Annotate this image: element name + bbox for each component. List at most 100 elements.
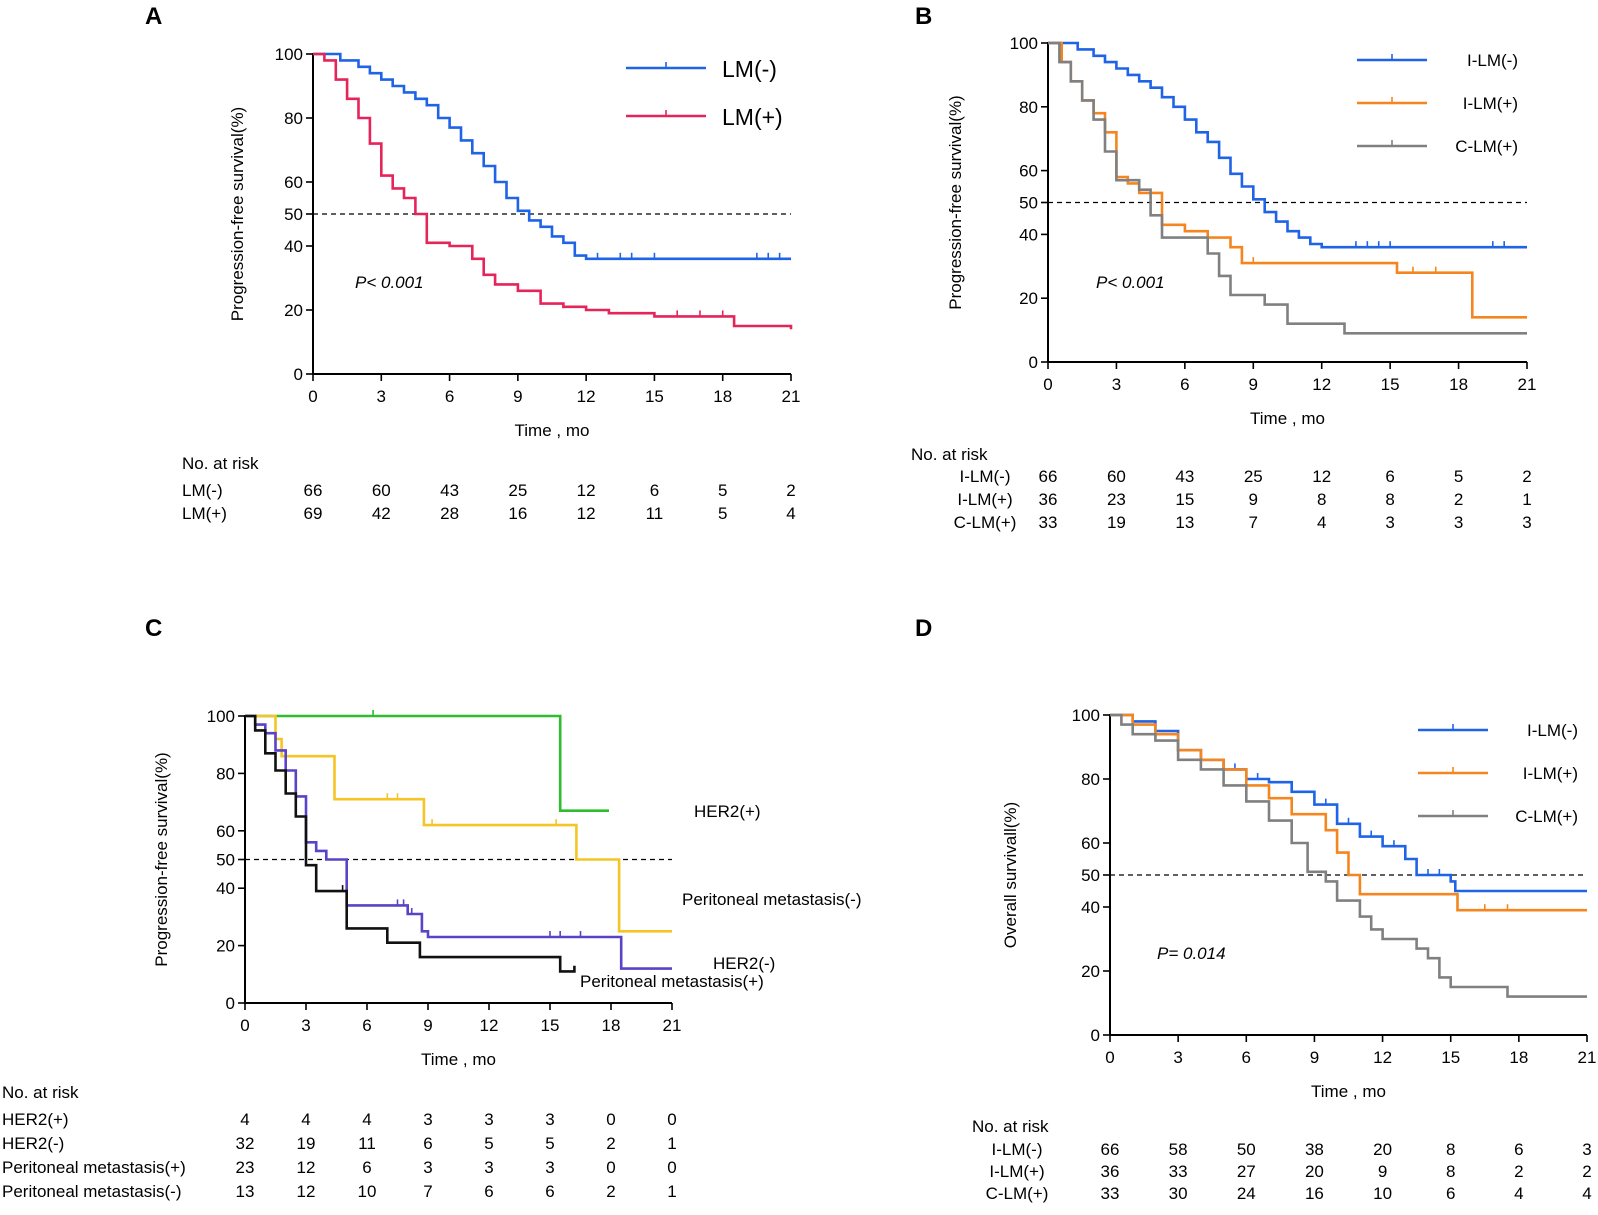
risk-cell: 1 [667,1134,676,1153]
survival-curve-her2 [245,714,672,970]
x-tick-label: 15 [645,387,664,406]
risk-cell: 10 [358,1182,377,1201]
survival-curve-lm [313,52,793,330]
risk-cell: 23 [236,1158,255,1177]
risk-cell: 27 [1237,1162,1256,1181]
risk-cell: 2 [1582,1162,1591,1181]
x-tick-label: 18 [1509,1048,1528,1067]
risk-cell: 13 [1175,513,1194,532]
survival-curve-c-lm [1110,713,1587,998]
risk-cell: 3 [1522,513,1531,532]
risk-cell: 43 [440,481,459,500]
y-tick-label: 40 [1081,898,1100,917]
risk-cell: 11 [646,504,664,523]
risk-cell: 24 [1237,1184,1256,1203]
risk-cell: 33 [1101,1184,1120,1203]
legend-label: C-LM(+) [1515,807,1578,826]
risk-cell: 19 [1107,513,1126,532]
y-tick-label: 50 [216,851,235,870]
risk-cell: 13 [236,1182,255,1201]
risk-cell: 8 [1446,1162,1455,1181]
legend-label: LM(-) [722,56,777,82]
risk-cell: 2 [786,481,795,500]
risk-cell: 4 [786,504,795,523]
y-tick-label: 0 [226,994,235,1013]
legend-label: I-LM(-) [1467,51,1518,70]
y-tick-label: 20 [1019,289,1038,308]
survival-curve-lm [313,52,791,261]
risk-cell: 69 [304,504,323,523]
y-axis-label: Progression-free survival(%) [152,752,171,966]
risk-row-label: HER2(+) [2,1110,69,1129]
risk-cell: 16 [1305,1184,1324,1203]
risk-cell: 4 [301,1110,310,1129]
risk-row-label: I-LM(-) [960,467,1011,486]
risk-cell: 19 [297,1134,316,1153]
risk-table-title: No. at risk [182,454,259,473]
risk-cell: 4 [1514,1184,1523,1203]
x-tick-label: 3 [1112,375,1121,394]
risk-cell: 2 [606,1134,615,1153]
risk-cell: 66 [1039,467,1058,486]
y-tick-label: 100 [275,45,303,64]
risk-cell: 7 [423,1182,432,1201]
survival-curve-i-lm [1110,713,1587,912]
y-tick-label: 50 [1019,194,1038,213]
risk-cell: 33 [1169,1162,1188,1181]
risk-cell: 60 [1107,467,1126,486]
risk-cell: 60 [372,481,391,500]
risk-cell: 50 [1237,1140,1256,1159]
risk-cell: 3 [423,1158,432,1177]
y-tick-label: 0 [1029,353,1038,372]
x-tick-label: 15 [1441,1048,1460,1067]
risk-cell: 6 [423,1134,432,1153]
risk-table-title: No. at risk [911,445,988,464]
x-axis-label: Time , mo [1250,409,1325,428]
y-tick-label: 50 [1081,866,1100,885]
legend-label: C-LM(+) [1455,137,1518,156]
risk-cell: 6 [545,1182,554,1201]
x-tick-label: 15 [1381,375,1400,394]
risk-cell: 5 [718,504,727,523]
x-tick-label: 0 [308,387,317,406]
risk-cell: 12 [1312,467,1331,486]
survival-curve-c-lm [1048,41,1527,335]
risk-cell: 66 [304,481,323,500]
y-tick-label: 50 [284,205,303,224]
risk-cell: 3 [1385,513,1394,532]
y-tick-label: 40 [216,879,235,898]
y-tick-label: 60 [1081,834,1100,853]
panel-letter: A [145,3,162,30]
risk-cell: 4 [1582,1184,1591,1203]
survival-curve-peritoneal-metastasis [245,714,576,973]
legend-label: I-LM(+) [1463,94,1518,113]
risk-cell: 1 [1522,490,1531,509]
risk-cell: 12 [297,1182,316,1201]
risk-cell: 0 [667,1158,676,1177]
risk-row-label: LM(-) [182,481,223,500]
x-tick-label: 6 [1242,1048,1251,1067]
survival-curve-peritoneal-metastasis [245,714,672,933]
risk-cell: 6 [1385,467,1394,486]
risk-cell: 3 [423,1110,432,1129]
x-tick-label: 12 [1312,375,1331,394]
y-tick-label: 80 [1019,98,1038,117]
x-tick-label: 18 [1449,375,1468,394]
legend-label: LM(+) [722,104,783,130]
risk-cell: 32 [236,1134,255,1153]
x-tick-label: 21 [1578,1048,1597,1067]
x-tick-label: 6 [445,387,454,406]
curve-label: HER2(+) [694,802,761,821]
x-tick-label: 3 [377,387,386,406]
risk-cell: 7 [1249,513,1258,532]
panel-letter: C [145,615,162,642]
risk-cell: 30 [1169,1184,1188,1203]
y-tick-label: 100 [1072,706,1100,725]
risk-cell: 25 [508,481,527,500]
x-tick-label: 0 [1043,375,1052,394]
risk-cell: 3 [484,1110,493,1129]
x-tick-label: 9 [1249,375,1258,394]
